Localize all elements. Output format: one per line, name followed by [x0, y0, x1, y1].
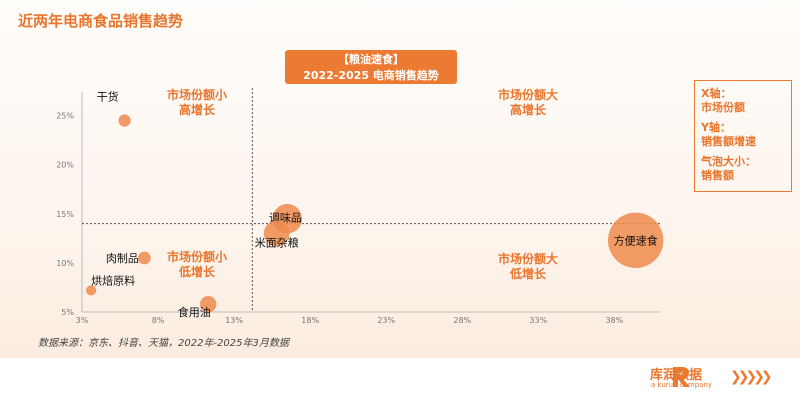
bubble	[86, 285, 97, 296]
footer-bar	[0, 358, 800, 400]
legend-x-label: X轴：	[701, 87, 732, 100]
bubble-label: 方便速食	[614, 233, 658, 247]
bubble	[118, 114, 131, 127]
quadrant-bottom-right: 市场份额大 低增长	[483, 252, 573, 282]
quadrant-top-left-line2: 高增长	[178, 103, 215, 117]
x-tick-label: 28%	[453, 316, 471, 325]
kurun-logo-icon	[673, 367, 690, 387]
bubble-label: 肉制品	[106, 252, 139, 265]
chart-title-box: 【粮油速食】 2022-2025 电商销售趋势	[285, 50, 457, 84]
legend-size-label: 气泡大小：	[701, 155, 756, 168]
quadrant-bottom-left: 市场份额小 低增长	[152, 250, 242, 280]
x-tick-label: 33%	[529, 316, 547, 325]
bubble	[607, 212, 664, 269]
bubble-label: 烘焙原料	[91, 273, 135, 287]
bubble	[137, 251, 151, 265]
quadrant-top-left: 市场份额小 高增长	[152, 88, 242, 118]
quadrant-bottom-right-line1: 市场份额大	[497, 252, 558, 266]
legend-size-value: 销售额	[701, 169, 734, 182]
y-tick-label: 5%	[61, 308, 74, 317]
chart-title-line2: 2022-2025 电商销售趋势	[303, 69, 439, 82]
x-tick-label: 3%	[76, 316, 89, 325]
bubble-label: 米面杂粮	[255, 235, 299, 249]
x-tick-label: 23%	[377, 316, 395, 325]
axis-legend-box: X轴： 市场份额 Y轴： 销售额增速 气泡大小： 销售额	[694, 80, 792, 192]
bubble	[200, 295, 217, 313]
x-tick-label: 13%	[225, 316, 243, 325]
chart-title-line1: 【粮油速食】	[338, 53, 404, 66]
y-tick-label: 15%	[56, 210, 74, 219]
logo-name: 库润数据	[650, 368, 703, 383]
quadrant-bottom-right-line2: 低增长	[509, 267, 546, 281]
x-tick-label: 18%	[301, 316, 319, 325]
y-tick-label: 25%	[56, 112, 74, 121]
bubble-label: 干货	[97, 90, 119, 104]
y-tick-label: 20%	[56, 161, 74, 170]
quadrant-bottom-left-line1: 市场份额小	[166, 250, 227, 264]
legend-x-value: 市场份额	[701, 101, 745, 114]
data-source-note: 数据来源：京东、抖音、天猫，2022年-2025年3月数据	[38, 338, 289, 349]
quadrant-top-right-line2: 高增长	[509, 103, 546, 117]
quadrant-top-right-line1: 市场份额大	[497, 88, 558, 102]
bubble-label: 食用油	[178, 305, 211, 319]
bubble	[263, 220, 290, 247]
page-title: 近两年电商食品销售趋势	[18, 12, 184, 30]
logo-subtitle: a kurun company	[651, 381, 713, 389]
quadrant-bottom-left-line2: 低增长	[178, 265, 215, 279]
quadrant-top-left-line1: 市场份额小	[166, 88, 227, 102]
x-tick-label: 8%	[152, 316, 165, 325]
chevrons-icon: ❯❯❯❯❯	[730, 369, 773, 385]
legend-y-value: 销售额增速	[701, 135, 756, 148]
y-tick-label: 10%	[56, 259, 74, 268]
quadrant-top-right: 市场份额大 高增长	[483, 88, 573, 118]
legend-y-label: Y轴：	[701, 121, 731, 134]
x-tick-label: 38%	[605, 316, 623, 325]
